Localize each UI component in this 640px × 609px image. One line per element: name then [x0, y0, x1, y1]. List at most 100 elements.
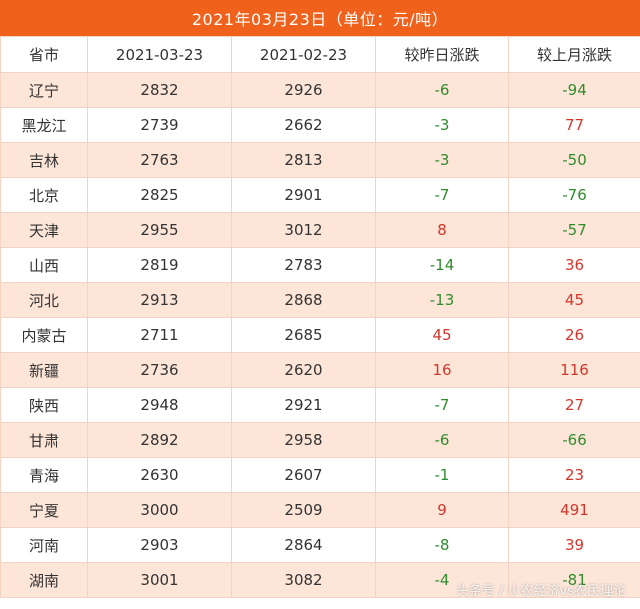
cell-province: 宁夏 — [0, 492, 88, 528]
cell-price-today: 2736 — [87, 352, 232, 388]
table-row: 天津 2955 3012 8 -57 — [0, 212, 640, 248]
cell-day-change: -6 — [375, 72, 509, 108]
table-row: 陕西 2948 2921 -7 27 — [0, 387, 640, 423]
cell-province: 天津 — [0, 212, 88, 248]
cell-month-change: -57 — [508, 212, 640, 248]
cell-month-change: 23 — [508, 457, 640, 493]
cell-day-change: 45 — [375, 317, 509, 353]
cell-province: 湖南 — [0, 562, 88, 598]
cell-province: 河北 — [0, 282, 88, 318]
cell-price-last-month: 2620 — [231, 352, 376, 388]
cell-day-change: -6 — [375, 422, 509, 458]
cell-price-last-month: 2921 — [231, 387, 376, 423]
table-row: 青海 2630 2607 -1 23 — [0, 457, 640, 493]
cell-month-change: -50 — [508, 142, 640, 178]
cell-price-last-month: 3082 — [231, 562, 376, 598]
table-row: 内蒙古 2711 2685 45 26 — [0, 317, 640, 353]
cell-price-last-month: 2509 — [231, 492, 376, 528]
cell-day-change: -3 — [375, 107, 509, 143]
cell-province: 北京 — [0, 177, 88, 213]
cell-province: 陕西 — [0, 387, 88, 423]
table-row: 北京 2825 2901 -7 -76 — [0, 177, 640, 213]
cell-month-change: 27 — [508, 387, 640, 423]
cell-price-today: 2903 — [87, 527, 232, 563]
cell-month-change: -81 — [508, 562, 640, 598]
cell-price-last-month: 2813 — [231, 142, 376, 178]
cell-month-change: 45 — [508, 282, 640, 318]
cell-month-change: 39 — [508, 527, 640, 563]
cell-price-today: 2739 — [87, 107, 232, 143]
cell-day-change: -8 — [375, 527, 509, 563]
cell-month-change: -76 — [508, 177, 640, 213]
cell-province: 青海 — [0, 457, 88, 493]
cell-province: 新疆 — [0, 352, 88, 388]
cell-month-change: 36 — [508, 247, 640, 283]
header-row: 省市 2021-03-23 2021-02-23 较昨日涨跌 较上月涨跌 — [0, 36, 640, 73]
header-today-date: 2021-03-23 — [87, 36, 232, 73]
cell-price-today: 2825 — [87, 177, 232, 213]
cell-price-last-month: 2685 — [231, 317, 376, 353]
cell-price-today: 2955 — [87, 212, 232, 248]
cell-price-last-month: 2926 — [231, 72, 376, 108]
cell-price-today: 3001 — [87, 562, 232, 598]
cell-province: 黑龙江 — [0, 107, 88, 143]
cell-price-last-month: 2958 — [231, 422, 376, 458]
cell-price-today: 2819 — [87, 247, 232, 283]
cell-day-change: 16 — [375, 352, 509, 388]
header-day-change: 较昨日涨跌 — [375, 36, 509, 73]
cell-day-change: -13 — [375, 282, 509, 318]
cell-price-today: 2948 — [87, 387, 232, 423]
cell-province: 辽宁 — [0, 72, 88, 108]
cell-day-change: -14 — [375, 247, 509, 283]
cell-day-change: 8 — [375, 212, 509, 248]
cell-province: 甘肃 — [0, 422, 88, 458]
cell-price-today: 2763 — [87, 142, 232, 178]
table-row: 宁夏 3000 2509 9 491 — [0, 492, 640, 528]
cell-price-today: 2832 — [87, 72, 232, 108]
cell-province: 吉林 — [0, 142, 88, 178]
table-row: 山西 2819 2783 -14 36 — [0, 247, 640, 283]
cell-price-last-month: 2868 — [231, 282, 376, 318]
cell-price-last-month: 2607 — [231, 457, 376, 493]
cell-day-change: 9 — [375, 492, 509, 528]
cell-day-change: -3 — [375, 142, 509, 178]
price-table: 省市 2021-03-23 2021-02-23 较昨日涨跌 较上月涨跌 辽宁 2… — [0, 36, 640, 598]
cell-month-change: 116 — [508, 352, 640, 388]
cell-price-today: 3000 — [87, 492, 232, 528]
table-row: 湖南 3001 3082 -4 -81 — [0, 562, 640, 598]
table-row: 黑龙江 2739 2662 -3 77 — [0, 107, 640, 143]
cell-month-change: 491 — [508, 492, 640, 528]
cell-price-today: 2630 — [87, 457, 232, 493]
header-province: 省市 — [0, 36, 88, 73]
cell-province: 山西 — [0, 247, 88, 283]
cell-price-last-month: 2662 — [231, 107, 376, 143]
cell-price-last-month: 2783 — [231, 247, 376, 283]
cell-price-today: 2892 — [87, 422, 232, 458]
cell-price-today: 2913 — [87, 282, 232, 318]
table-row: 新疆 2736 2620 16 116 — [0, 352, 640, 388]
table-row: 辽宁 2832 2926 -6 -94 — [0, 72, 640, 108]
cell-day-change: -1 — [375, 457, 509, 493]
table-body: 辽宁 2832 2926 -6 -94 黑龙江 2739 2662 -3 77 吉林 2763 2813… — [0, 72, 640, 598]
watermark: 头条号 / 小农经济vs农民理论 — [455, 584, 626, 599]
cell-day-change: -4 — [375, 562, 509, 598]
cell-price-today: 2711 — [87, 317, 232, 353]
cell-month-change: 26 — [508, 317, 640, 353]
cell-day-change: -7 — [375, 387, 509, 423]
table-title: 2021年03月23日（单位：元/吨） — [0, 0, 640, 36]
table-row: 河北 2913 2868 -13 45 — [0, 282, 640, 318]
table-row: 甘肃 2892 2958 -6 -66 — [0, 422, 640, 458]
cell-month-change: -94 — [508, 72, 640, 108]
cell-province: 内蒙古 — [0, 317, 88, 353]
cell-province: 河南 — [0, 527, 88, 563]
header-last-month-date: 2021-02-23 — [231, 36, 376, 73]
cell-price-last-month: 2864 — [231, 527, 376, 563]
table-row: 吉林 2763 2813 -3 -50 — [0, 142, 640, 178]
cell-price-last-month: 3012 — [231, 212, 376, 248]
table-row: 河南 2903 2864 -8 39 — [0, 527, 640, 563]
header-month-change: 较上月涨跌 — [508, 36, 640, 73]
cell-price-last-month: 2901 — [231, 177, 376, 213]
cell-month-change: 77 — [508, 107, 640, 143]
cell-day-change: -7 — [375, 177, 509, 213]
